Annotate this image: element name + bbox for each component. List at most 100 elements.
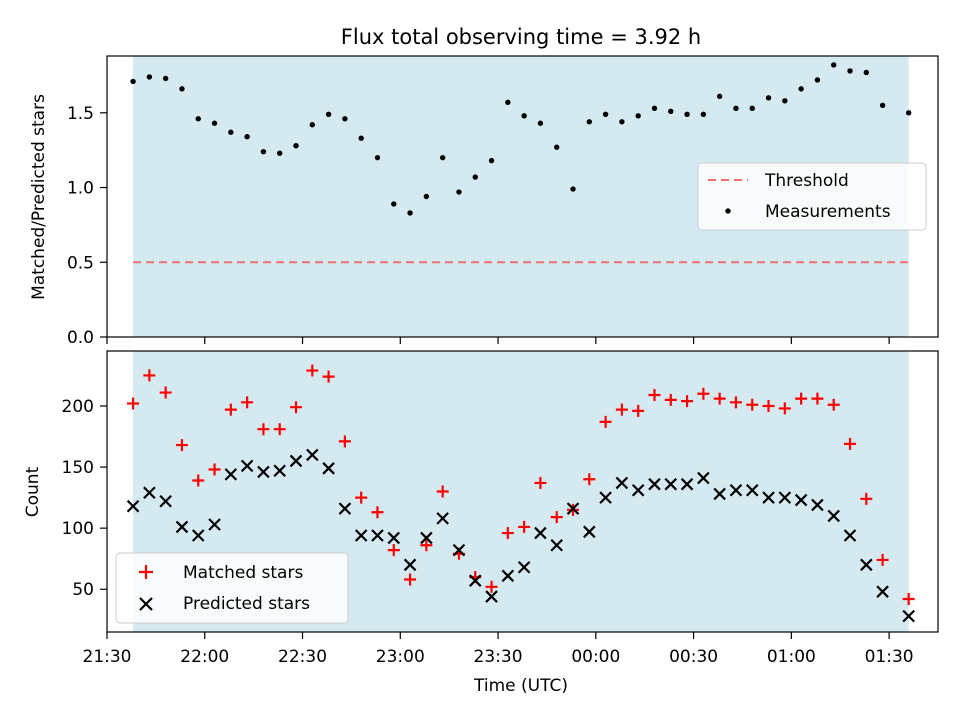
matched-stars-point <box>387 544 400 557</box>
count-ytick-label: 50 <box>72 580 94 600</box>
measurement-point <box>505 99 511 106</box>
predicted-stars-point <box>648 477 661 491</box>
matched-stars-point <box>648 388 661 401</box>
predicted-stars-point <box>860 558 873 572</box>
matched-stars-point <box>273 423 286 436</box>
measurement-point <box>668 108 674 115</box>
predicted-stars-point <box>257 465 270 479</box>
predicted-stars-point <box>403 558 417 572</box>
matched-stars-point <box>518 520 531 533</box>
count-panel: 50 100 150 200 21:30 22:00 22:30 23:00 23:30 00:… <box>23 350 939 696</box>
predicted-stars-point <box>729 484 743 497</box>
x-tick-label: 00:30 <box>669 647 718 667</box>
predicted-stars-point <box>843 529 857 542</box>
x-tick-label: 01:00 <box>767 647 816 667</box>
predicted-stars-point <box>159 494 172 508</box>
x-tick-label: 00:00 <box>571 647 620 667</box>
count-legend: Matched stars Predicted stars <box>115 552 349 624</box>
matched-stars-point <box>632 404 645 417</box>
matched-stars-point <box>550 511 563 524</box>
x-tick-label: 01:30 <box>865 647 914 667</box>
count-xticks: 21:30 22:00 22:30 23:00 23:30 00:00 00:30 01:00… <box>83 632 914 667</box>
matched-stars-point <box>664 393 677 406</box>
matched-stars-point <box>175 439 188 452</box>
matched-stars-point <box>844 437 857 450</box>
measurement-point <box>635 113 641 119</box>
legend-threshold-label: Threshold <box>764 171 849 191</box>
matched-stars-point <box>902 593 915 606</box>
predicted-stars-point <box>126 499 140 513</box>
chart-title: Flux total observing time = 3.92 h <box>341 25 701 49</box>
ratio-ytick-label: 1.0 <box>67 179 94 199</box>
legend-predicted-label: Predicted stars <box>183 594 310 614</box>
ratio-yticks: 0.0 0.5 1.0 1.5 <box>67 104 107 348</box>
measurement-point <box>195 116 201 122</box>
matched-stars-point <box>534 476 547 489</box>
matched-stars-point <box>583 473 596 486</box>
matched-stars-point <box>778 402 791 415</box>
measurement-point <box>863 69 870 76</box>
ratio-ytick-label: 0.0 <box>67 328 94 348</box>
measurement-point <box>798 86 804 92</box>
x-tick-label: 22:30 <box>278 647 327 667</box>
matched-stars-point <box>697 387 710 400</box>
matched-stars-point <box>208 463 221 476</box>
measurement-point <box>749 105 755 112</box>
matched-stars-point <box>729 396 742 409</box>
legend-measurements-marker <box>725 208 731 214</box>
predicted-stars-point <box>827 509 840 523</box>
measurement-point <box>423 193 430 200</box>
predicted-stars-point <box>566 502 580 515</box>
x-tick-label: 22:00 <box>180 647 229 667</box>
measurements-series <box>130 62 912 216</box>
measurement-point <box>831 62 837 68</box>
x-tick-label: 21:30 <box>83 647 132 667</box>
measurement-point <box>211 120 218 126</box>
measurement-point <box>439 154 446 161</box>
measurement-point <box>309 122 316 128</box>
measurement-point <box>814 77 821 83</box>
measurement-point <box>228 129 234 135</box>
ratio-panel: 0.0 0.5 1.0 1.5 Matched/Predicted stars Thr… <box>29 55 939 348</box>
matched-stars-point <box>371 506 384 519</box>
matched-stars-point <box>257 423 270 436</box>
measurement-point <box>570 186 576 192</box>
measurement-point <box>586 119 593 125</box>
matched-stars-point <box>404 573 417 586</box>
count-yticks: 50 100 150 200 <box>62 397 107 600</box>
predicted-stars-point <box>224 468 238 481</box>
measurement-point <box>472 174 478 180</box>
measurement-point <box>488 157 495 164</box>
matched-stars-point <box>485 580 498 593</box>
measurement-point <box>847 68 853 74</box>
predicted-stars-point <box>664 477 678 491</box>
predicted-stars-point <box>680 477 694 491</box>
matched-stars-point <box>746 398 759 411</box>
predicted-stars-point <box>240 459 254 473</box>
matched-stars-point <box>681 395 694 408</box>
ratio-ytick-label: 1.5 <box>67 104 94 124</box>
matched-stars-point <box>860 492 873 505</box>
measurement-point <box>716 93 723 100</box>
predicted-stars-point <box>191 529 205 542</box>
ratio-xticks <box>106 337 890 344</box>
matched-stars-point <box>811 392 824 405</box>
measurement-point <box>342 116 348 122</box>
measurement-point <box>391 201 397 207</box>
matched-stars-point <box>143 369 156 382</box>
predicted-stars-point <box>485 590 498 603</box>
predicted-stars-point <box>338 502 352 515</box>
measurement-point <box>537 120 544 126</box>
matched-stars-point <box>827 398 840 411</box>
x-axis-label: Time (UTC) <box>473 676 568 696</box>
predicted-stars-point <box>452 543 466 557</box>
ratio-legend: Threshold Measurements <box>697 162 927 231</box>
measurement-point <box>293 142 299 149</box>
measurement-point <box>733 105 739 112</box>
predicted-stars-point <box>599 491 612 504</box>
matched-stars-point <box>795 392 808 405</box>
measurement-point <box>651 105 658 112</box>
predicted-stars-point <box>371 529 384 542</box>
measurement-point <box>905 110 912 116</box>
predicted-stars-point <box>534 526 547 540</box>
